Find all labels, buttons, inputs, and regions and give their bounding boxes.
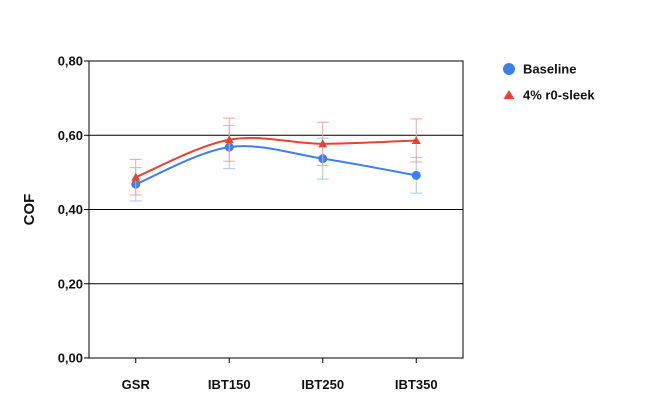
data-point [411, 170, 421, 180]
y-tick-label: 0,80 [58, 54, 83, 69]
legend-label: 4% r0-sleek [523, 88, 595, 103]
data-point [411, 135, 421, 145]
grid-lines [89, 134, 463, 285]
series-1 [129, 125, 423, 202]
legend: Baseline 4% r0-sleek [503, 62, 595, 103]
x-tick-label: GSR [122, 377, 151, 392]
y-tick-label: 0,40 [58, 202, 83, 217]
y-tick-label: 0,00 [58, 351, 83, 366]
series-2 [129, 117, 423, 196]
legend-item: 4% r0-sleek [503, 88, 595, 103]
x-tick-label: IBT350 [395, 377, 438, 392]
y-tick-label: 0,20 [58, 276, 83, 291]
data-point [131, 172, 141, 181]
y-axis-ticks: 0,00 0,20 0,40 0,60 0,80 [58, 54, 89, 366]
x-tick-label: IBT250 [301, 377, 344, 392]
series-layer [129, 117, 423, 202]
legend-marker [503, 63, 515, 75]
y-tick-label: 0,60 [58, 128, 83, 143]
legend-label: Baseline [523, 62, 576, 77]
x-axis-ticks: GSR IBT150 IBT250 IBT350 [122, 358, 438, 392]
data-point [318, 139, 328, 148]
y-axis-title: COF [21, 194, 38, 226]
series-line [135, 145, 417, 186]
legend-item: Baseline [503, 62, 576, 77]
legend-marker [503, 90, 515, 99]
data-point [224, 135, 234, 144]
series-line [135, 136, 417, 179]
x-tick-label: IBT150 [208, 377, 251, 392]
